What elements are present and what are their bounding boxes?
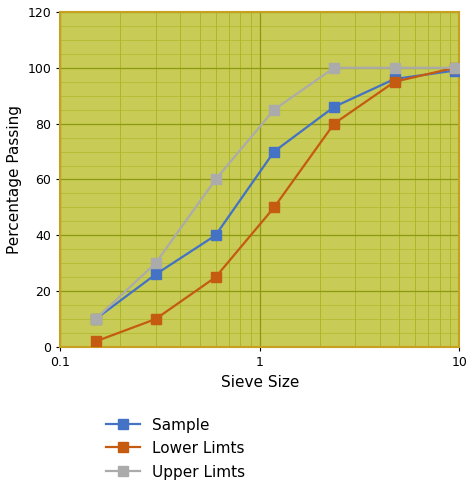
Upper Limts xyxy=(92,316,98,322)
Line: Lower Limts: Lower Limts xyxy=(91,63,459,346)
Line: Upper Limts: Upper Limts xyxy=(91,63,459,324)
Upper Limts xyxy=(271,107,277,113)
X-axis label: Sieve Size: Sieve Size xyxy=(220,375,299,389)
Sample xyxy=(153,271,158,277)
Upper Limts xyxy=(153,260,158,266)
Upper Limts xyxy=(213,176,219,182)
Sample xyxy=(331,104,337,110)
Lower Limts xyxy=(452,65,457,71)
Sample xyxy=(271,148,277,154)
Sample xyxy=(452,67,457,73)
Y-axis label: Percentage Passing: Percentage Passing xyxy=(7,105,22,254)
Lower Limts xyxy=(92,338,98,344)
Lower Limts xyxy=(271,204,277,210)
Sample xyxy=(392,76,398,82)
Line: Sample: Sample xyxy=(91,66,459,324)
Sample xyxy=(92,316,98,322)
Upper Limts xyxy=(331,65,337,71)
Sample xyxy=(213,232,219,238)
Lower Limts xyxy=(153,316,158,322)
Lower Limts xyxy=(213,274,219,280)
Legend: Sample, Lower Limts, Upper Limts: Sample, Lower Limts, Upper Limts xyxy=(100,412,251,482)
Upper Limts xyxy=(392,65,398,71)
Lower Limts xyxy=(392,79,398,85)
Lower Limts xyxy=(331,121,337,127)
Upper Limts xyxy=(452,65,457,71)
